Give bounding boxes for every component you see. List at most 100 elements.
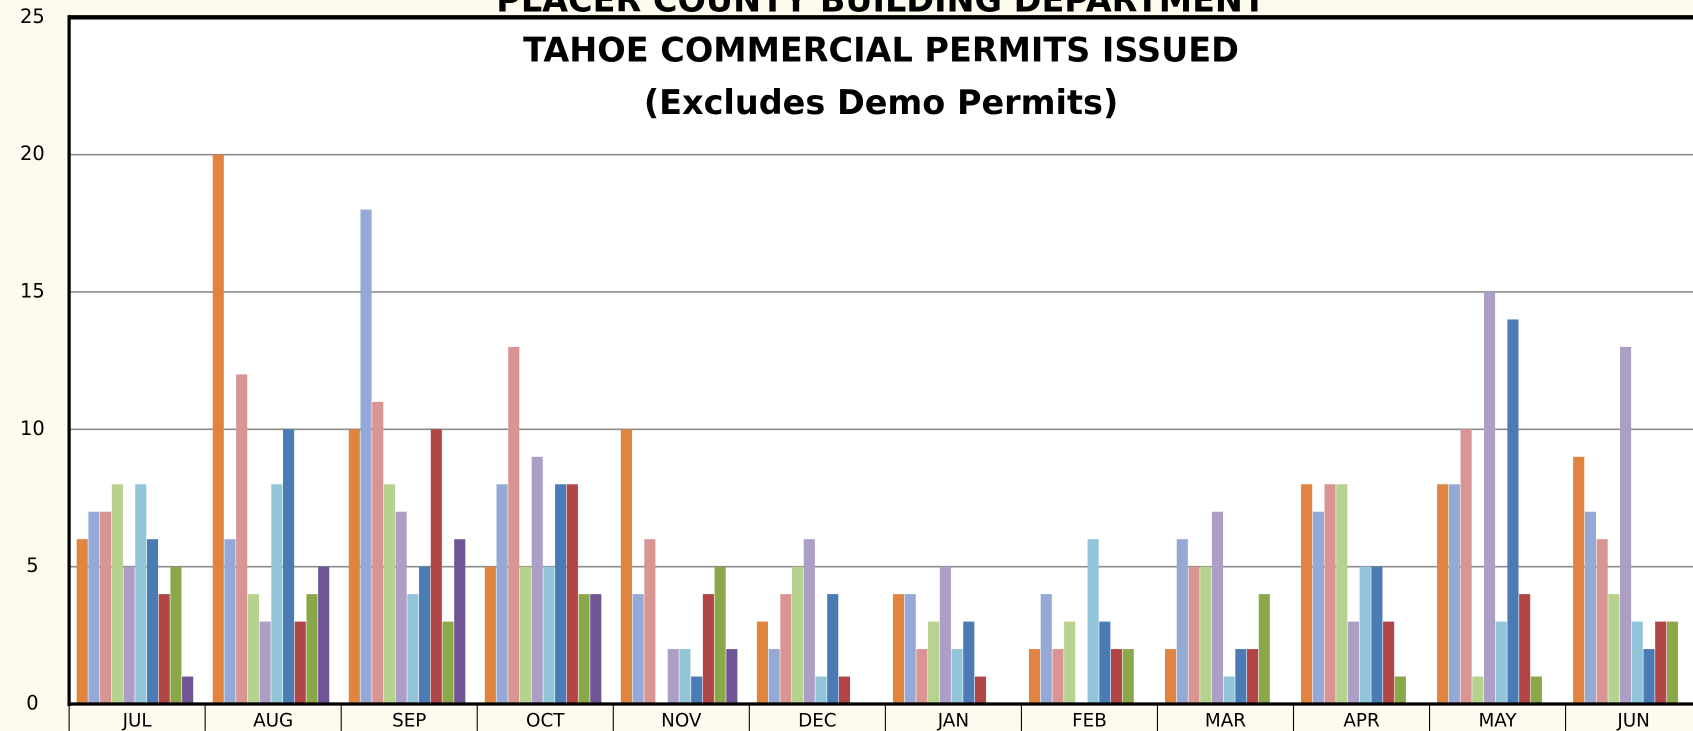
bar xyxy=(395,511,407,704)
x-tick-label: APR xyxy=(1343,710,1380,731)
bar xyxy=(146,539,159,704)
bar xyxy=(1573,456,1585,704)
bar xyxy=(1301,484,1313,704)
bar xyxy=(348,429,360,704)
y-tick-label: 20 xyxy=(20,142,45,165)
bar xyxy=(531,456,543,704)
bar xyxy=(543,566,555,704)
y-tick-label: 25 xyxy=(20,5,45,28)
bar xyxy=(632,594,644,704)
x-tick-label: JUN xyxy=(1616,710,1650,731)
bar xyxy=(566,484,578,704)
bar xyxy=(756,621,769,704)
bar xyxy=(1666,621,1678,704)
bar xyxy=(318,566,330,704)
chart-subtitle: TAHOE COMMERCIAL PERMITS ISSUED xyxy=(523,30,1239,69)
bar xyxy=(212,154,224,704)
bar xyxy=(838,676,851,704)
bar xyxy=(372,401,384,704)
y-tick-label: 15 xyxy=(20,279,45,302)
bar xyxy=(454,539,466,704)
bar xyxy=(360,209,372,704)
bar xyxy=(1643,649,1655,704)
bar xyxy=(442,621,454,704)
bar xyxy=(1247,649,1259,704)
bar xyxy=(714,566,726,704)
bar xyxy=(780,594,792,704)
bar xyxy=(667,649,679,704)
bar xyxy=(1620,346,1632,704)
x-tick-label: FEB xyxy=(1072,710,1107,731)
bar xyxy=(182,676,194,704)
bar xyxy=(484,566,496,704)
bar xyxy=(1223,676,1235,704)
bar xyxy=(726,649,738,704)
bar xyxy=(294,621,306,704)
bar xyxy=(620,429,632,704)
bar xyxy=(555,484,567,704)
bar xyxy=(111,484,123,704)
bar xyxy=(928,621,940,704)
bar xyxy=(247,594,259,704)
bar xyxy=(1359,566,1371,704)
bar xyxy=(123,566,135,704)
bar xyxy=(1383,621,1395,704)
chart-title: PLACER COUNTY BUILDING DEPARTMENT xyxy=(496,0,1266,20)
bar xyxy=(496,484,508,704)
bar xyxy=(1495,621,1507,704)
bar xyxy=(271,484,283,704)
x-tick-label: JAN xyxy=(937,710,969,731)
bar xyxy=(904,594,916,704)
bar xyxy=(508,346,520,704)
bar xyxy=(768,649,780,704)
bar xyxy=(1596,539,1608,704)
bar xyxy=(1437,484,1449,704)
bar xyxy=(1064,621,1076,704)
bar xyxy=(951,649,963,704)
bar xyxy=(1087,539,1099,704)
bar xyxy=(815,676,827,704)
bar xyxy=(1052,649,1064,704)
bar xyxy=(1631,621,1643,704)
bar xyxy=(644,539,656,704)
bar xyxy=(1507,319,1519,704)
bar xyxy=(1110,649,1123,704)
bar xyxy=(590,594,602,704)
bar xyxy=(407,594,419,704)
bar xyxy=(88,511,100,704)
x-tick-label: JUL xyxy=(122,710,153,731)
x-tick-label: MAR xyxy=(1205,710,1246,731)
bar xyxy=(1165,649,1177,704)
bar xyxy=(430,429,442,704)
bar xyxy=(803,539,815,704)
bar xyxy=(939,566,951,704)
x-tick-label: DEC xyxy=(798,710,837,731)
bar xyxy=(1448,484,1460,704)
bar xyxy=(1608,594,1620,704)
bar xyxy=(1312,511,1324,704)
x-tick-label: MAY xyxy=(1478,710,1517,731)
x-tick-label: SEP xyxy=(392,710,426,731)
bar xyxy=(1176,539,1188,704)
bar xyxy=(1258,594,1270,704)
bar xyxy=(1324,484,1336,704)
bar xyxy=(519,566,532,704)
bar xyxy=(892,594,905,704)
bar xyxy=(1099,621,1111,704)
y-tick-label: 5 xyxy=(26,554,38,577)
bar xyxy=(259,621,271,704)
bar xyxy=(691,676,703,704)
bar xyxy=(963,621,975,704)
bars xyxy=(76,154,1678,704)
bar xyxy=(1211,511,1223,704)
bar xyxy=(1483,291,1496,704)
x-tick-label: NOV xyxy=(661,710,702,731)
bar xyxy=(1584,511,1596,704)
bar xyxy=(135,484,147,704)
y-tick-label: 0 xyxy=(26,691,38,714)
bar xyxy=(282,429,295,704)
bar xyxy=(1235,649,1247,704)
bar xyxy=(1028,649,1041,704)
